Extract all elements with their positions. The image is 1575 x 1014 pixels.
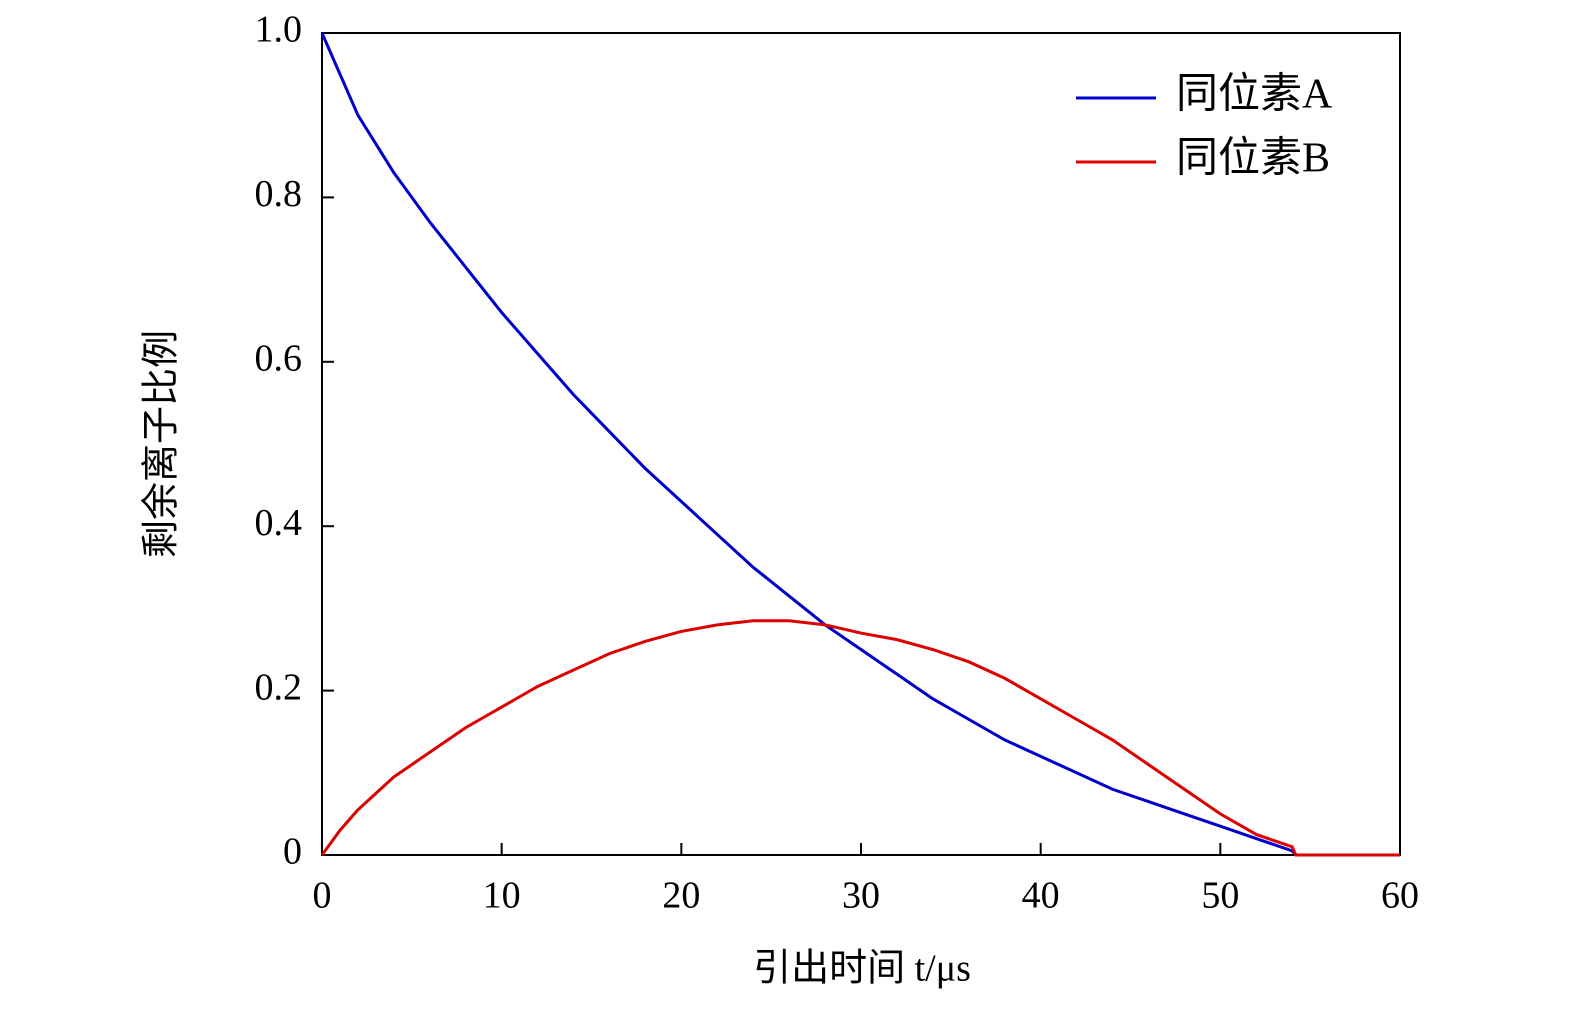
y-tick-label: 0 [283,831,302,873]
x-axis-label: 引出时间 t/μs [753,948,971,990]
data-line [320,619,1400,857]
x-tick-label: 60 [1381,875,1419,917]
x-tick-label: 0 [313,875,332,917]
data-line [320,32,1400,857]
y-axis-label: 剩余离子比例 [141,330,183,558]
x-tick-label: 50 [1201,875,1239,917]
x-tick-label: 20 [662,875,700,917]
y-tick-label: 1.0 [255,9,303,51]
legend-label: 同位素B [1176,135,1330,182]
y-tick-label: 0.2 [255,666,303,708]
y-tick-label: 0.8 [255,173,303,215]
legend-label: 同位素A [1176,71,1333,118]
x-tick-label: 30 [842,875,880,917]
x-tick-label: 10 [483,875,521,917]
y-tick-label: 0.6 [255,338,303,380]
x-tick-label: 40 [1022,875,1060,917]
y-tick-label: 0.4 [255,502,303,544]
